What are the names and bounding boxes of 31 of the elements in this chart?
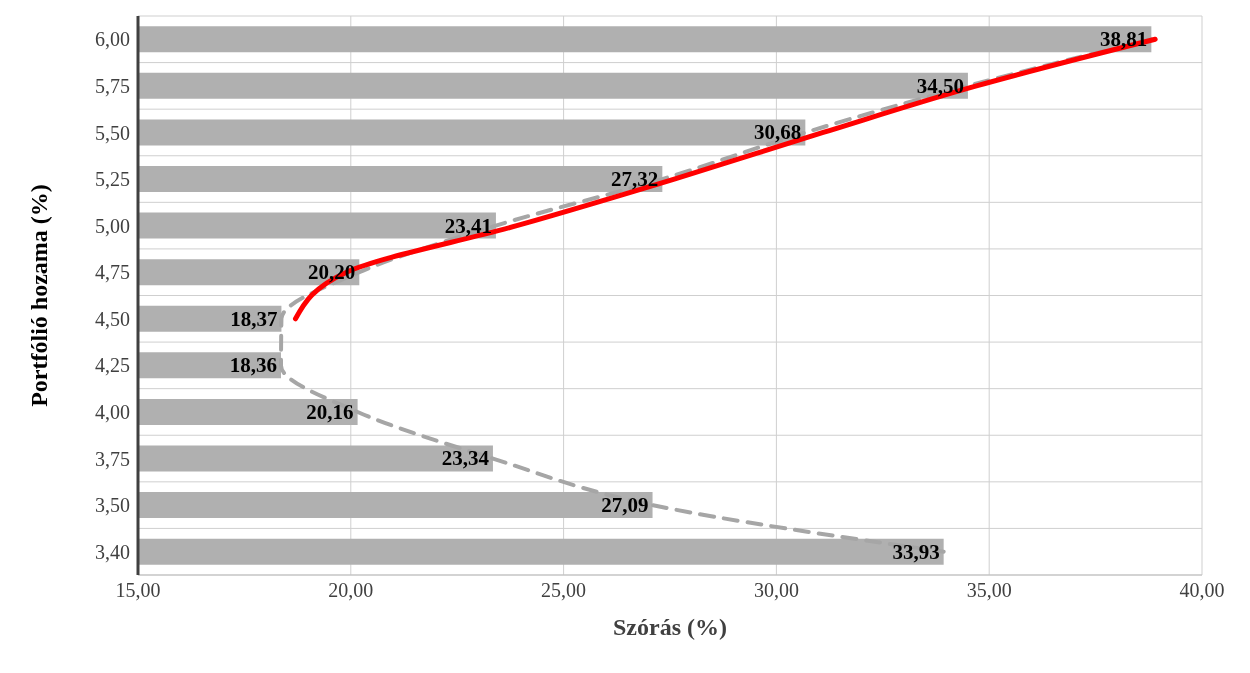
data-label: 27,09 [601,493,649,518]
y-tick-label: 4,00 [95,401,130,424]
y-tick-label: 4,25 [95,354,130,377]
x-tick-label: 20,00 [328,579,374,602]
y-axis-title: Portfólió hozama (%) [25,184,52,407]
data-label: 34,50 [916,73,964,98]
data-label: 18,37 [230,306,278,331]
data-label: 30,68 [754,120,802,145]
y-tick-label: 5,75 [95,74,130,97]
data-label: 23,34 [441,446,490,471]
y-tick-label: 4,75 [95,261,130,284]
x-tick-label: 15,00 [115,579,161,602]
data-label: 27,32 [611,167,659,191]
y-tick-label: 3,75 [95,447,130,470]
data-label: 23,41 [444,213,492,238]
y-tick-label: 5,00 [95,214,130,237]
x-tick-label: 35,00 [966,579,1012,602]
data-label: 18,36 [229,353,277,378]
y-tick-label: 4,50 [95,307,130,330]
x-tick-label: 30,00 [753,579,799,602]
x-tick-label: 25,00 [541,579,587,602]
y-tick-label: 3,40 [95,540,130,563]
data-label: 20,16 [306,399,354,424]
y-tick-label: 6,00 [95,28,130,51]
data-label: 33,93 [892,539,940,564]
x-tick-label: 40,00 [1179,579,1225,602]
y-tick-label: 5,50 [95,121,130,144]
x-axis-title: Szórás (%) [613,614,727,640]
data-label: 38,81 [1100,27,1148,52]
y-tick-label: 3,50 [95,494,130,517]
y-tick-label: 5,25 [95,168,130,191]
